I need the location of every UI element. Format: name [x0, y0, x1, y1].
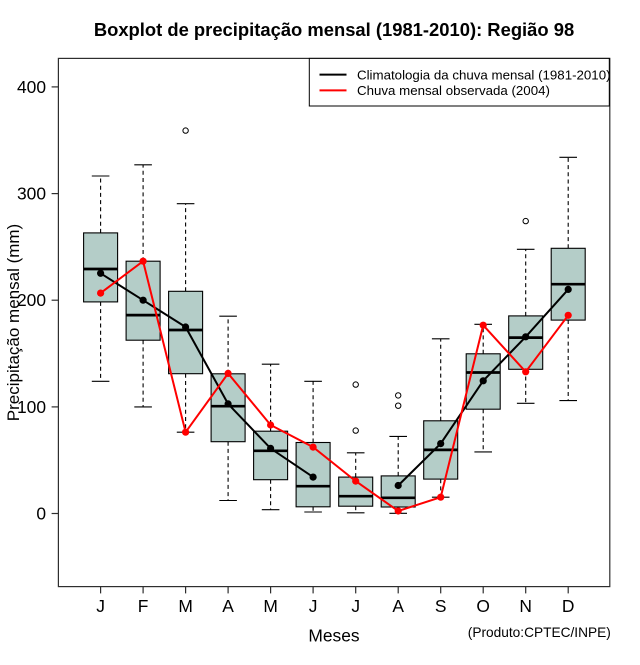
svg-text:J: J [351, 596, 360, 616]
svg-text:O: O [476, 596, 490, 616]
svg-text:(Produto:CPTEC/INPE): (Produto:CPTEC/INPE) [468, 625, 611, 640]
svg-text:Meses: Meses [308, 626, 360, 646]
svg-text:D: D [562, 596, 575, 616]
svg-text:S: S [435, 596, 447, 616]
svg-text:100: 100 [17, 397, 46, 417]
svg-text:J: J [96, 596, 105, 616]
svg-text:N: N [519, 596, 532, 616]
svg-text:A: A [222, 596, 234, 616]
svg-text:F: F [138, 596, 149, 616]
svg-text:200: 200 [17, 290, 46, 310]
svg-text:400: 400 [17, 77, 46, 97]
svg-text:M: M [263, 596, 278, 616]
svg-text:A: A [392, 596, 404, 616]
svg-text:Chuva mensal observada (2004): Chuva mensal observada (2004) [357, 83, 550, 98]
svg-text:0: 0 [36, 504, 46, 524]
svg-text:Boxplot de precipitação mensal: Boxplot de precipitação mensal (1981-201… [94, 19, 574, 40]
svg-text:M: M [178, 596, 193, 616]
svg-text:300: 300 [17, 184, 46, 204]
svg-text:J: J [309, 596, 318, 616]
svg-text:Precipitação mensal (mm): Precipitação mensal (mm) [4, 224, 23, 421]
svg-text:Climatologia da chuva mensal (: Climatologia da chuva mensal (1981-2010) [357, 67, 611, 82]
